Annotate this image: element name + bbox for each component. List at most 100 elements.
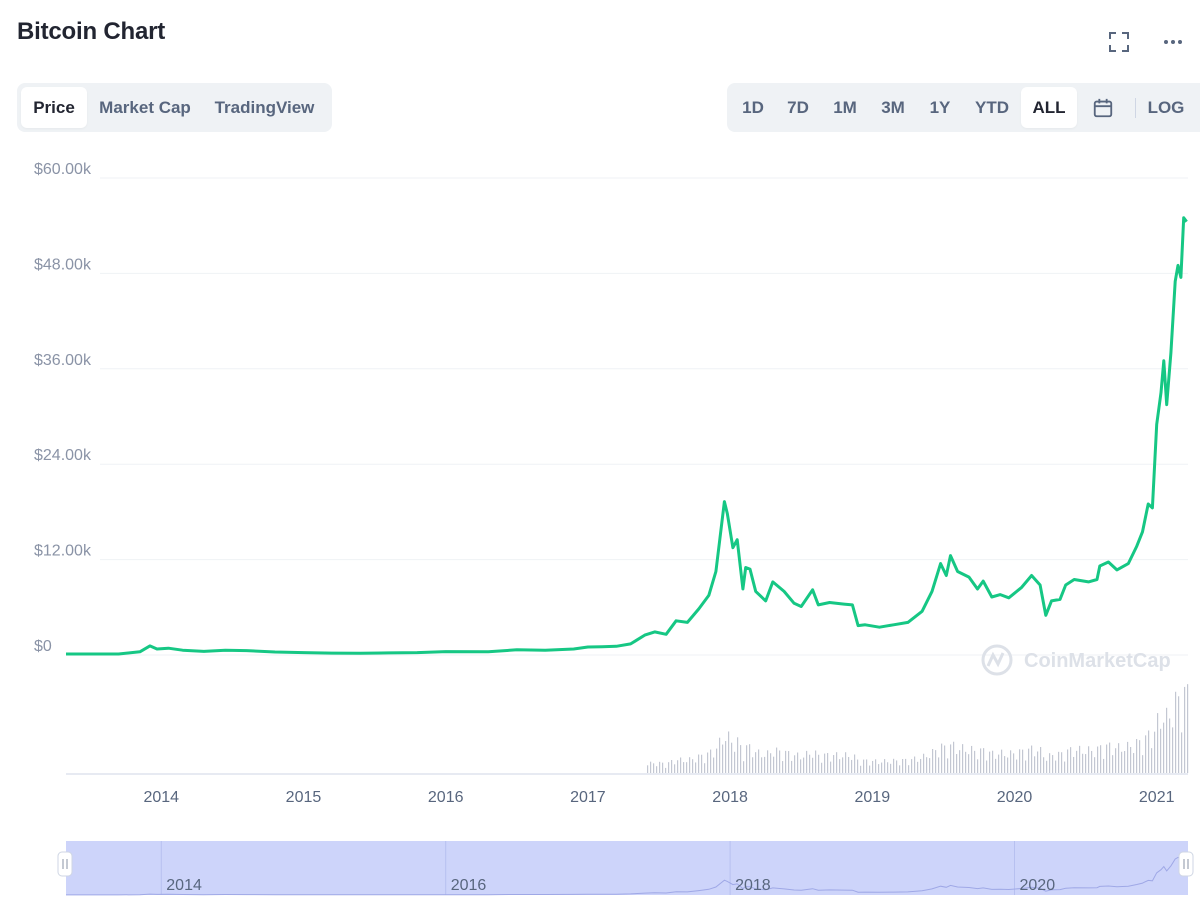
volume-bar [1121,751,1123,773]
volume-bar [647,765,649,773]
volume-bar [998,754,1000,773]
volume-bar [656,766,658,773]
volume-bar [1109,742,1111,773]
volume-bar [737,737,739,773]
volume-bar [686,762,688,773]
volume-bar [701,754,703,773]
volume-bar [956,754,958,773]
x-tick-label: 2021 [1139,789,1175,806]
range-ytd[interactable]: YTD [975,97,1009,117]
volume-bar [665,767,667,773]
log-scale-toggle[interactable]: LOG [1147,97,1185,117]
volume-bar [1061,752,1063,773]
range-all[interactable]: ALL [1021,87,1077,128]
volume-bar [938,757,940,773]
volume-bar [812,757,814,773]
volume-bar [935,750,937,773]
range-navigator[interactable]: 2014 2016 2018 2020 [57,841,1194,896]
volume-bar [992,750,994,773]
range-7d[interactable]: 7D [787,97,809,117]
volume-bar [1040,747,1042,773]
volume-bar [854,754,856,773]
volume-bar [704,763,706,773]
tab-price[interactable]: Price [21,87,87,128]
volume-bar [782,761,784,773]
volume-bar [884,759,886,773]
range-3m[interactable]: 3M [881,97,905,117]
volume-bar [1175,691,1177,773]
volume-bar [1091,750,1093,773]
x-tick-label: 2020 [997,789,1033,806]
volume-bar [674,764,676,773]
volume-bar [809,754,811,773]
volume-bar [1037,751,1039,773]
volume-bar [995,758,997,773]
volume-bar [1139,740,1141,773]
volume-bar [890,763,892,773]
volume-bar [896,760,898,773]
volume-bar [1043,757,1045,773]
volume-bar [1124,751,1126,773]
volume-bar [848,756,850,773]
range-1d[interactable]: 1D [742,97,764,117]
volume-bar [872,760,874,773]
volume-bar [1169,718,1171,773]
x-tick-label: 2018 [712,789,748,806]
x-tick-label: 2015 [286,789,322,806]
navigator-tick-label: 2018 [735,877,771,894]
volume-bar [917,761,919,773]
volume-bar [932,749,934,773]
volume-bar [779,750,781,773]
page-title: Bitcoin Chart [17,18,166,45]
volume-bar [722,744,724,773]
volume-bar [731,742,733,773]
volume-bar [767,750,769,773]
x-tick-label: 2019 [855,789,891,806]
volume-bar [659,761,661,773]
volume-bar [1136,739,1138,773]
fullscreen-button[interactable] [1105,28,1133,56]
volume-bar [1064,761,1066,773]
volume-bar [662,762,664,773]
calendar-icon [1093,98,1113,117]
range-1m[interactable]: 1M [833,97,857,117]
volume-bar [839,759,841,773]
tab-tradingview[interactable]: TradingView [214,97,315,117]
volume-bar [1151,748,1153,773]
more-options-button[interactable] [1159,28,1187,56]
navigator-tick-label: 2016 [451,877,487,894]
volume-bar [734,751,736,773]
volume-bar [764,756,766,773]
tab-market-cap[interactable]: Market Cap [99,97,191,117]
navigator-selection[interactable] [66,841,1188,895]
volume-bar [1160,728,1162,773]
volume-bar [1094,757,1096,773]
volume-bar [965,751,967,773]
volume-bar [1103,758,1105,773]
y-axis: $60.00k $48.00k $36.00k $24.00k $12.00k $0 [34,161,92,655]
navigator-right-handle[interactable] [1178,851,1194,877]
y-tick-label: $60.00k [34,161,92,178]
volume-bars [647,684,1189,773]
volume-bar [1157,713,1159,773]
volume-bar [728,731,730,773]
volume-bar [1127,741,1129,773]
volume-bar [851,759,853,773]
volume-bar [980,748,982,773]
volume-bar [692,759,694,773]
volume-bar [1031,745,1033,773]
navigator-gridlines [160,841,1016,895]
volume-bar [1088,746,1090,773]
volume-bar [1163,722,1165,773]
volume-bar [923,753,925,773]
watermark-text: CoinMarketCap [1024,650,1171,672]
volume-bar [755,752,757,773]
range-1y[interactable]: 1Y [929,97,951,117]
range-tabs: 1D 7D 1M 3M 1Y YTD ALL LOG [727,83,1200,132]
navigator-left-handle[interactable] [57,851,73,877]
watermark-logo: CoinMarketCap [981,644,1171,676]
volume-bar [869,765,871,773]
date-range-button[interactable] [1077,87,1129,128]
volume-bar [941,743,943,773]
